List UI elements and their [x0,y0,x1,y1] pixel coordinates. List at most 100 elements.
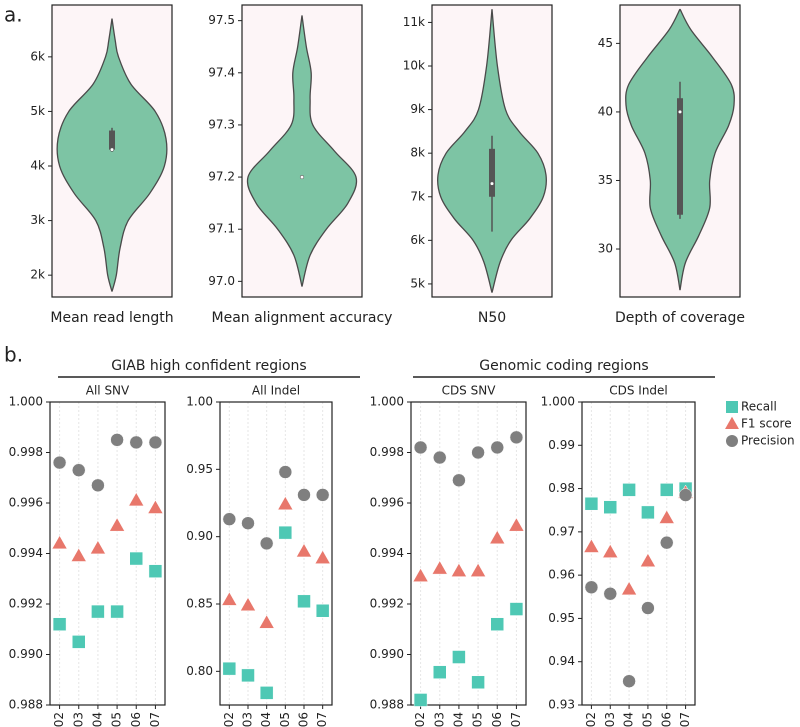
y-tick-label: 0.95 [186,462,213,476]
marker-square [110,604,124,619]
marker-circle [52,455,67,470]
violin-half [437,9,493,293]
violin-half [491,9,547,293]
y-tick-label: 0.988 [9,698,43,712]
box [677,98,683,215]
x-tick-label: HG002 [584,712,598,727]
y-tick-label: 0.98 [548,481,575,495]
y-tick-label: 1.00 [186,395,213,409]
y-tick-label: 30 [598,242,613,256]
marker-circle [315,488,330,502]
marker-triangle [725,416,739,430]
plot-frame [410,401,527,706]
marker-square [726,401,738,413]
y-tick-label: 0.99 [548,438,575,452]
marker-circle [660,535,674,550]
marker-triangle [240,597,256,612]
marker-square [603,500,617,514]
x-tick-label: HG007 [148,712,162,727]
marker-triangle [621,581,638,596]
marker-circle [278,465,293,479]
y-tick-label: 0.994 [9,546,43,560]
marker-circle [241,516,255,530]
x-tick-label: HG005 [278,712,292,727]
marker-square [241,668,255,683]
marker-square [584,496,599,511]
median [489,181,495,186]
x-tick-label: HG006 [297,712,311,727]
x-tick-label: HG005 [110,712,124,727]
y-tick-label: 0.990 [370,647,404,661]
y-tick-label: 9k [410,102,425,116]
marker-square [490,617,504,631]
marker-square [471,675,485,690]
legend-label: Precision [741,434,795,448]
marker-triangle [450,562,467,577]
x-tick-label: HG005 [471,712,485,727]
x-tick-label: HG007 [509,712,523,727]
y-tick-label: 0.988 [370,698,404,712]
violin-half [625,8,681,291]
y-tick-label: 11k [403,15,425,29]
x-tick-label: HG003 [432,712,446,727]
y-tick-label: 1.000 [541,395,575,409]
y-tick-label: 40 [598,104,613,118]
marker-triangle [583,538,600,553]
marker-circle [678,488,693,502]
marker-square [297,594,311,609]
marker-triangle [51,535,68,550]
marker-triangle [89,540,106,555]
median [677,109,683,115]
subplot-title: CDS SNV [442,384,497,398]
marker-circle [471,445,485,460]
marker-triangle [314,549,331,564]
x-tick-label: HG005 [640,712,654,727]
plot-frame [219,401,333,706]
marker-circle [641,601,655,615]
y-tick-label: 0.80 [186,664,213,678]
marker-square [660,483,674,497]
marker-circle [413,440,428,455]
marker-triangle [277,496,294,511]
x-tick-label: HG002 [222,712,236,727]
y-tick-label: 1.000 [370,395,404,409]
marker-circle [259,536,274,551]
marker-circle [297,488,311,502]
y-tick-label: 97.0 [208,274,235,288]
marker-triangle [431,560,448,575]
marker-square [622,483,636,497]
y-tick-label: 97.4 [208,65,235,79]
x-tick-label: HG002 [413,712,427,727]
y-tick-label: 0.992 [9,597,43,611]
marker-circle [110,433,124,447]
violin-half [679,8,735,291]
y-tick-label: 0.996 [9,496,43,510]
marker-square [222,661,237,676]
median [109,147,115,152]
marker-square [641,505,655,520]
violin-half [246,15,303,287]
subplot-title: All SNV [86,384,130,398]
panel-label: a. [4,3,23,27]
y-tick-label: 5k [410,276,425,290]
panel-label: b. [4,343,23,367]
marker-square [509,602,524,616]
x-tick-label: HG006 [490,712,504,727]
subplot-title: CDS Indel [609,384,668,398]
marker-circle [148,435,163,450]
marker-square [278,525,293,540]
y-tick-label: 97.5 [208,13,235,27]
y-tick-label: 0.94 [548,654,575,668]
marker-triangle [109,517,126,532]
y-tick-label: 8k [410,146,425,160]
y-tick-label: 0.85 [186,597,213,611]
marker-circle [622,674,636,688]
marker-square [433,665,447,679]
y-tick-label: 0.996 [370,496,404,510]
marker-triangle [147,499,164,514]
marker-triangle [258,614,275,629]
x-tick-label: HG003 [241,712,255,727]
marker-circle [452,473,466,488]
x-tick-label: HG006 [659,712,673,727]
marker-square [129,551,143,566]
